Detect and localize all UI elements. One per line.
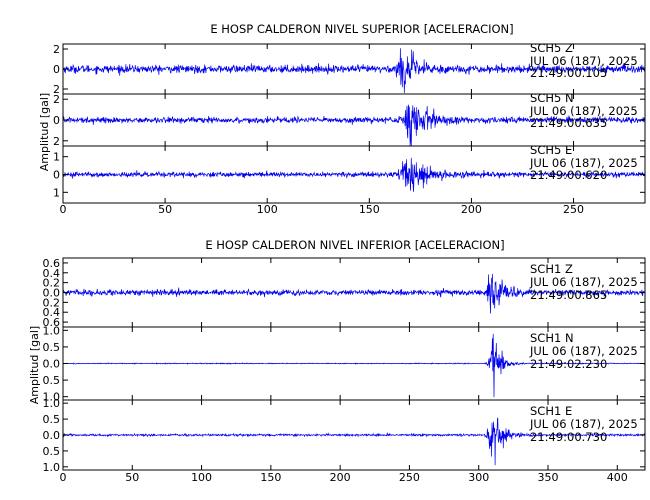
- y-tick-label: 1.0: [43, 324, 61, 337]
- station-annotation-line: JUL 06 (187), 2025: [529, 104, 638, 118]
- x-tick-label: 50: [125, 471, 139, 484]
- x-tick-label: 250: [563, 203, 584, 216]
- y-tick-label: 0.6: [43, 257, 61, 270]
- upper-figure: E HOSP CALDERON NIVEL SUPERIOR [ACELERAC…: [38, 22, 646, 216]
- y-tick-label: 0.6: [43, 316, 61, 329]
- station-annotation-line: 21:49:00.105: [530, 66, 607, 80]
- station-annotation-line: SCH5 Z: [530, 41, 573, 55]
- y-tick-label: 0: [53, 114, 60, 127]
- y-tick-label: 2: [53, 135, 60, 148]
- y-tick-label: 0.5: [43, 341, 61, 354]
- y-tick-label: 1.0: [43, 391, 61, 404]
- y-tick-label: 0.5: [43, 374, 61, 387]
- upper-figure-title: E HOSP CALDERON NIVEL SUPERIOR [ACELERAC…: [210, 22, 513, 36]
- waveform-line: [62, 48, 646, 94]
- x-tick-label: 100: [257, 203, 278, 216]
- y-tick-label: 1.0: [43, 397, 61, 410]
- y-tick-label: 0.5: [43, 413, 61, 426]
- waveform-line: [62, 273, 646, 314]
- station-annotation-line: 21:49:00.635: [530, 116, 607, 130]
- y-tick-label: 0: [53, 169, 60, 182]
- upper-figure-y-axis-label: Amplitud [gal]: [38, 93, 51, 171]
- y-tick-label: 0.2: [43, 277, 61, 290]
- y-tick-label: 0.4: [43, 267, 61, 280]
- station-annotation-line: SCH1 N: [530, 331, 574, 345]
- lower-figure-y-axis-label: Amplitud [gal]: [28, 326, 41, 404]
- x-tick-label: 100: [191, 471, 212, 484]
- y-tick-label: 0.0: [43, 429, 61, 442]
- y-tick-label: 1: [53, 151, 60, 164]
- y-tick-label: 0.0: [43, 287, 61, 300]
- station-annotation-line: 21:49:00.865: [530, 288, 607, 302]
- x-tick-label: 300: [468, 471, 489, 484]
- lower-figure: E HOSP CALDERON NIVEL INFERIOR [ACELERAC…: [28, 238, 646, 484]
- station-annotation-line: SCH1 Z: [530, 262, 573, 276]
- lower-figure-title: E HOSP CALDERON NIVEL INFERIOR [ACELERAC…: [205, 238, 504, 252]
- x-tick-label: 250: [399, 471, 420, 484]
- waveform-line: [62, 157, 646, 192]
- station-annotation-line: JUL 06 (187), 2025: [529, 417, 638, 431]
- waveform-line: [63, 417, 646, 466]
- x-tick-label: 0: [60, 471, 67, 484]
- station-annotation-line: SCH1 E: [530, 404, 572, 418]
- waveform-line: [62, 333, 646, 398]
- y-tick-label: 0.5: [43, 445, 61, 458]
- x-tick-label: 200: [330, 471, 351, 484]
- station-annotation-line: SCH5 E: [530, 143, 572, 157]
- y-tick-label: 0.2: [43, 296, 61, 309]
- x-tick-label: 400: [607, 471, 628, 484]
- y-tick-label: 1: [53, 186, 60, 199]
- x-tick-label: 150: [359, 203, 380, 216]
- station-annotation-line: JUL 06 (187), 2025: [529, 344, 638, 358]
- station-annotation-line: JUL 06 (187), 2025: [529, 156, 638, 170]
- y-tick-label: 1.0: [43, 461, 61, 474]
- y-tick-label: 0: [53, 63, 60, 76]
- x-tick-label: 50: [158, 203, 172, 216]
- station-annotation-line: JUL 06 (187), 2025: [529, 54, 638, 68]
- y-tick-label: 2: [53, 93, 60, 106]
- y-tick-label: 2: [53, 83, 60, 96]
- y-tick-label: 0.4: [43, 306, 61, 319]
- x-tick-label: 0: [60, 203, 67, 216]
- y-tick-label: 2: [53, 43, 60, 56]
- waveform-line: [62, 104, 646, 146]
- y-tick-label: 0.0: [43, 358, 61, 371]
- x-tick-label: 200: [461, 203, 482, 216]
- station-annotation-line: 21:49:00.730: [530, 430, 607, 444]
- x-tick-label: 350: [538, 471, 559, 484]
- station-annotation-line: SCH5 N: [530, 91, 574, 105]
- station-annotation-line: 21:49:02.230: [530, 357, 607, 371]
- station-annotation-line: 21:49:00.620: [530, 168, 607, 182]
- x-tick-label: 150: [260, 471, 281, 484]
- station-annotation-line: JUL 06 (187), 2025: [529, 275, 638, 289]
